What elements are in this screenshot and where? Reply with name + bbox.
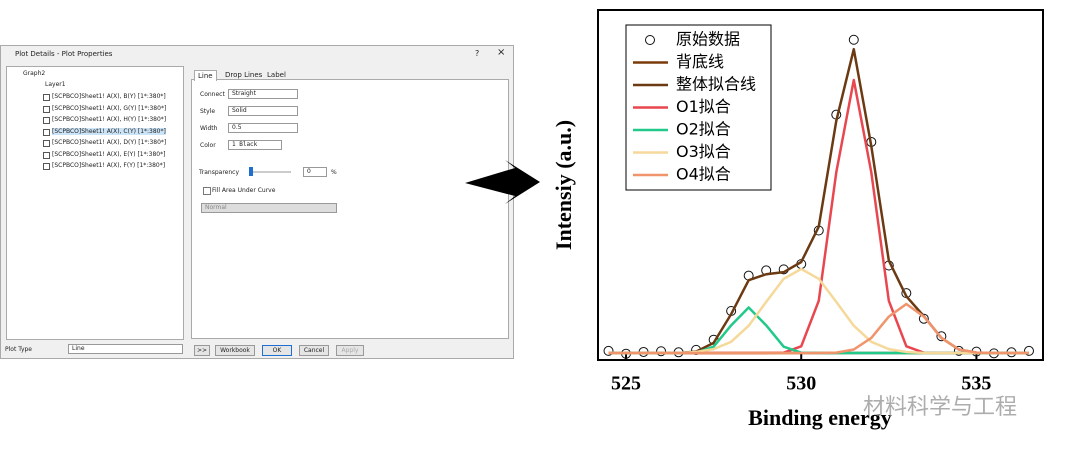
- fill-mode[interactable]: Normal: [201, 203, 337, 213]
- plot-type-label: Plot Type: [5, 346, 32, 353]
- button[interactable]: Workbook: [215, 345, 255, 356]
- x-tick-label: 535: [961, 373, 991, 395]
- field-value[interactable]: Solid: [228, 106, 298, 116]
- slider[interactable]: [249, 171, 291, 173]
- legend-label: O2拟合: [676, 120, 731, 139]
- data-point: [918, 313, 929, 324]
- series-line: [608, 267, 1029, 355]
- legend-label: 背底线: [676, 52, 724, 71]
- tree-checkbox[interactable]: [43, 105, 50, 113]
- plot-details-dialog: Plot Details - Plot Properties ? × Graph…: [0, 45, 514, 359]
- tree-panel: Graph2 Layer1 [SCPBCO]Sheet1! A(X), B(Y)…: [6, 66, 184, 340]
- slider-thumb[interactable]: [249, 167, 253, 176]
- transparency-input[interactable]: 0: [303, 167, 327, 177]
- tree-item[interactable]: [SCPBCO]Sheet1! A(X), G(Y) [1*:380*]: [52, 104, 167, 112]
- fill-checkbox[interactable]: [203, 187, 211, 195]
- legend-label: 整体拟合线: [676, 75, 756, 94]
- tree-layer[interactable]: Layer1: [45, 81, 66, 88]
- series-line: [608, 302, 1029, 355]
- tree-root[interactable]: Graph2: [23, 70, 46, 77]
- tree-item[interactable]: [SCPBCO]Sheet1! A(X), B(Y) [1*:380*]: [52, 93, 166, 100]
- dialog-title: Plot Details - Plot Properties: [15, 50, 113, 58]
- x-tick-label: 525: [611, 373, 641, 395]
- tree-item[interactable]: [SCPBCO]Sheet1! A(X), E(Y) [1*:380*]: [52, 150, 166, 158]
- button[interactable]: Apply: [336, 345, 364, 356]
- legend-label: 原始数据: [676, 30, 740, 49]
- close-button[interactable]: ×: [497, 47, 506, 58]
- tree-item[interactable]: [SCPBCO]Sheet1! A(X), C(Y) [1*:380*]: [52, 127, 166, 135]
- tree-checkbox[interactable]: [43, 163, 50, 170]
- arrow: [465, 160, 540, 204]
- tab[interactable]: Label: [267, 71, 286, 79]
- tree-checkbox[interactable]: [43, 128, 50, 136]
- x-tick-label: 530: [786, 373, 816, 395]
- field-label: Width: [200, 125, 218, 132]
- data-point: [848, 34, 859, 45]
- data-point: [656, 346, 667, 357]
- transparency-unit: %: [331, 169, 337, 176]
- x-axis-label: Binding energy: [748, 405, 892, 430]
- tree-checkbox[interactable]: [43, 151, 50, 159]
- watermark: 材料科学与工程: [863, 395, 1017, 420]
- button[interactable]: >>: [194, 345, 210, 356]
- tab[interactable]: Line: [194, 70, 217, 81]
- tree-checkbox[interactable]: [43, 117, 50, 124]
- data-point: [936, 331, 947, 342]
- button[interactable]: OK: [262, 345, 292, 356]
- tab[interactable]: Drop Lines: [225, 71, 263, 79]
- legend-label: O3拟合: [676, 142, 731, 161]
- field-label: Connect: [200, 91, 225, 98]
- legend-marker: [645, 35, 655, 45]
- data-point: [603, 345, 614, 356]
- legend-label: O4拟合: [676, 165, 731, 184]
- tree-checkbox[interactable]: [43, 140, 50, 147]
- data-point: [1023, 345, 1034, 356]
- help-button[interactable]: ?: [475, 49, 480, 58]
- field-label: Style: [200, 108, 216, 115]
- field-value[interactable]: 1 Black: [228, 140, 282, 150]
- field-value[interactable]: 0.5: [228, 123, 298, 133]
- field-value[interactable]: Straight: [228, 89, 298, 99]
- fill-label: Fill Area Under Curve: [212, 187, 276, 194]
- series-line: [608, 306, 1029, 355]
- tree-item[interactable]: [SCPBCO]Sheet1! A(X), F(Y) [1*:380*]: [52, 162, 166, 169]
- plot-type-select[interactable]: Line: [68, 344, 183, 354]
- tree-item[interactable]: [SCPBCO]Sheet1! A(X), D(Y) [1*:380*]: [52, 139, 167, 146]
- transparency-label: Transparency: [199, 169, 240, 176]
- field-label: Color: [200, 142, 216, 149]
- y-axis-label: Intensiy (a.u.): [551, 120, 576, 250]
- button[interactable]: Cancel: [299, 345, 329, 356]
- legend-label: O1拟合: [676, 97, 731, 116]
- tree-checkbox[interactable]: [43, 94, 50, 101]
- plot-frame: [597, 9, 1044, 361]
- tree-item[interactable]: [SCPBCO]Sheet1! A(X), H(Y) [1*:380*]: [52, 116, 167, 123]
